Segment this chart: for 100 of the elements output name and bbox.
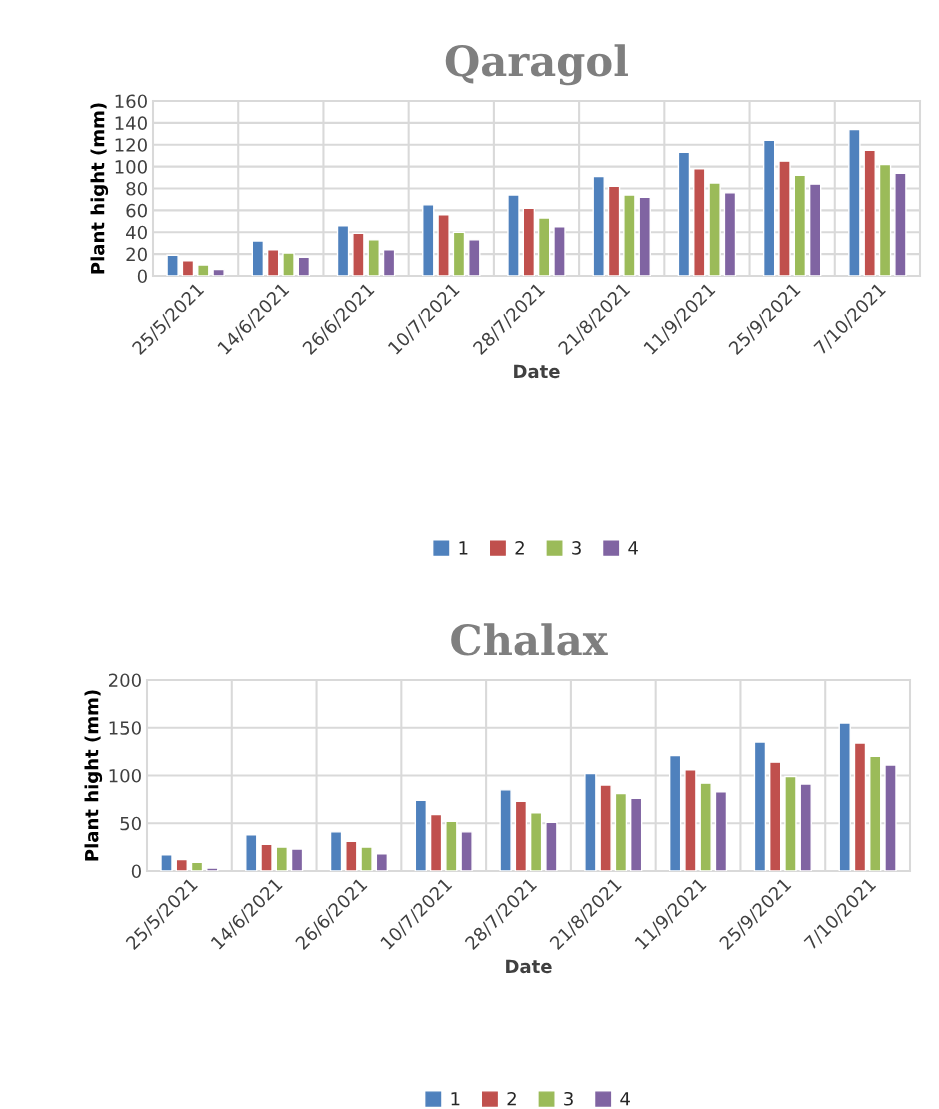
chart-title: Chalax xyxy=(451,623,608,656)
bar xyxy=(460,831,473,871)
legend-label: 1 xyxy=(459,541,468,555)
bar xyxy=(614,792,628,871)
bar xyxy=(529,812,543,871)
bar xyxy=(297,256,311,276)
bar xyxy=(537,217,551,276)
y-tick-label: 60 xyxy=(126,203,147,218)
bar xyxy=(808,183,822,276)
bar xyxy=(437,214,450,276)
bar xyxy=(352,232,365,276)
bar xyxy=(753,741,767,871)
y-tick-label: 0 xyxy=(131,864,141,879)
bar xyxy=(592,175,605,276)
bar xyxy=(553,226,566,276)
bar xyxy=(848,128,861,276)
bar xyxy=(360,846,373,871)
legend-label: 3 xyxy=(564,1091,573,1106)
y-tick-label: 50 xyxy=(120,816,141,831)
bar xyxy=(329,831,343,871)
bar xyxy=(863,149,876,276)
bar xyxy=(282,252,295,276)
bar xyxy=(793,174,807,276)
bar xyxy=(160,854,173,871)
bar xyxy=(522,207,536,276)
bar xyxy=(684,769,697,871)
bar xyxy=(799,783,812,871)
bar xyxy=(468,239,481,276)
legend-label: 2 xyxy=(515,541,524,555)
bar xyxy=(206,867,219,871)
legend-label: 3 xyxy=(572,541,581,555)
bar xyxy=(762,139,776,276)
bar xyxy=(445,820,458,871)
bar xyxy=(212,268,225,276)
bar xyxy=(778,160,791,276)
x-axis-title: Date xyxy=(506,959,552,974)
bar xyxy=(693,168,706,276)
y-tick-label: 150 xyxy=(109,721,141,735)
bar xyxy=(894,172,907,276)
bar xyxy=(623,194,636,276)
bar xyxy=(382,249,396,276)
bar xyxy=(290,848,304,871)
bar xyxy=(414,799,428,871)
y-axis-title: Plant hight (mm) xyxy=(84,690,103,861)
y-tick-label: 100 xyxy=(109,768,141,783)
bar xyxy=(708,182,721,276)
chart-title: Qaragol xyxy=(445,44,628,86)
bar xyxy=(190,861,204,871)
bar xyxy=(714,791,728,871)
bar xyxy=(429,813,443,871)
y-tick-label: 20 xyxy=(126,247,147,262)
bar xyxy=(197,264,210,276)
y-tick-label: 160 xyxy=(115,94,147,109)
bar xyxy=(884,764,897,871)
bar xyxy=(507,194,520,276)
bar xyxy=(584,772,597,871)
bar xyxy=(452,231,466,276)
bar xyxy=(545,821,558,871)
bar xyxy=(367,239,380,276)
bar xyxy=(514,800,528,871)
bar xyxy=(878,163,892,276)
y-tick-label: 40 xyxy=(126,225,147,240)
bar xyxy=(266,249,280,276)
bar xyxy=(607,185,621,276)
legend-label: 1 xyxy=(451,1092,460,1106)
bar xyxy=(336,224,350,276)
x-axis-title: Date xyxy=(514,364,560,379)
bar xyxy=(245,834,258,871)
bar xyxy=(251,240,265,276)
bar xyxy=(784,775,797,871)
legend-label: 4 xyxy=(628,541,638,555)
bar xyxy=(275,846,288,871)
y-tick-label: 100 xyxy=(115,160,147,174)
bar xyxy=(769,761,782,871)
bar xyxy=(638,196,651,276)
bar xyxy=(166,254,179,276)
bar xyxy=(869,755,882,871)
legend-label: 2 xyxy=(507,1091,516,1106)
y-tick-label: 140 xyxy=(115,116,147,130)
y-axis-title: Plant hight (mm) xyxy=(90,103,109,274)
bar xyxy=(175,858,188,871)
bar xyxy=(723,192,737,276)
bar xyxy=(853,742,867,871)
bar xyxy=(699,782,712,871)
bar xyxy=(345,840,358,871)
y-tick-label: 120 xyxy=(115,138,147,152)
bar xyxy=(499,789,512,871)
bar xyxy=(668,754,682,871)
y-tick-label: 80 xyxy=(126,181,147,196)
bar xyxy=(375,853,389,871)
bar xyxy=(422,204,435,276)
bar xyxy=(629,797,643,871)
bar xyxy=(181,259,195,276)
legend-label: 4 xyxy=(620,1092,630,1106)
y-tick-label: 0 xyxy=(137,269,147,284)
y-tick-label: 200 xyxy=(109,673,141,688)
bar xyxy=(599,784,612,871)
bar xyxy=(260,843,273,871)
bar xyxy=(838,722,851,871)
bar xyxy=(677,151,691,276)
